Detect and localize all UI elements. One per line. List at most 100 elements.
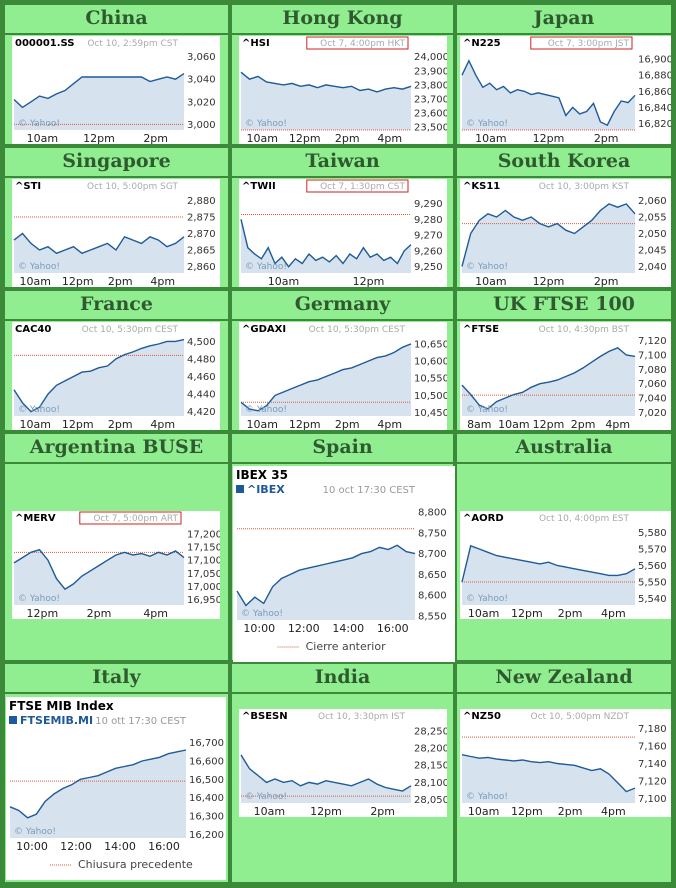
y-tick-label: 8,800 [418, 508, 447, 519]
y-tick-label: 8,650 [418, 570, 447, 581]
y-tick-label: 3,060 [187, 52, 216, 63]
region-title: Japan [533, 7, 595, 29]
chart-svg: 000001.SS Oct 10, 2:59pm CST 3,060 3,040 3,0… [12, 36, 220, 144]
y-tick-label: 9,260 [414, 246, 443, 257]
y-tick-label: 7,080 [638, 365, 667, 376]
x-tick-label: 4pm [605, 418, 630, 430]
price-line [9, 749, 187, 819]
x-tick-label: 12pm [62, 418, 94, 430]
x-tick-label: 16:00 [377, 622, 409, 635]
title-divider [5, 462, 228, 464]
x-tick-label: 2pm [558, 805, 583, 817]
price-line [461, 754, 636, 793]
chart-timestamp: Oct 10, 3:30pm IST [318, 712, 406, 722]
y-tick-label: 28,100 [414, 778, 447, 789]
region-title: South Korea [497, 150, 631, 172]
title-divider [5, 319, 228, 321]
region-title: Singapore [62, 150, 171, 172]
chart-timestamp: Oct 10, 5:30pm CEST [309, 325, 406, 335]
y-tick-label: 2,865 [187, 245, 216, 256]
price-area [241, 343, 411, 416]
timestamp-box [306, 179, 409, 193]
x-tick-label: 4pm [601, 607, 626, 619]
region-title: Australia [515, 436, 613, 458]
price-line [240, 219, 412, 268]
price-line [236, 544, 416, 607]
title-divider [457, 176, 671, 178]
y-tick-label: 10,450 [414, 408, 447, 419]
chart: ^HSI Oct 7, 4:00pm HKT 24,000 23,900 23,800 2… [239, 36, 447, 144]
y-tick-label: 16,600 [189, 757, 224, 768]
y-tick-label: 8,600 [418, 591, 447, 602]
x-tick-label: 10:00 [16, 840, 48, 853]
yahoo-watermark: © Yahoo! [466, 405, 508, 415]
yahoo-watermark: © Yahoo! [245, 792, 287, 802]
x-tick-label: 2pm [108, 418, 133, 430]
y-tick-label: 7,100 [638, 350, 667, 361]
chart-svg: ^STI Oct 10, 5:00pm SGT 2,880 2,875 2,870 2,8… [12, 179, 220, 287]
y-tick-label: 2,040 [638, 262, 667, 273]
yahoo-watermark: © Yahoo! [466, 594, 508, 604]
y-tick-label: 10,650 [414, 339, 447, 350]
x-tick-label: 10am [475, 275, 506, 287]
y-tick-label: 8,550 [418, 611, 447, 622]
chart-timestamp: 10 ott 17:30 CEST [95, 716, 187, 727]
x-tick-label: 10am [468, 805, 499, 817]
price-line [13, 73, 185, 109]
y-tick-label: 16,500 [189, 775, 224, 786]
y-tick-label: 8,700 [418, 549, 447, 560]
y-tick-label: 28,150 [414, 761, 447, 772]
y-tick-label: 7,020 [638, 408, 667, 419]
x-tick-label: 12pm [533, 418, 565, 430]
price-line [461, 203, 636, 267]
yahoo-watermark: © Yahoo! [245, 119, 287, 129]
x-tick-label: 10am [254, 805, 285, 817]
chart-timestamp: Oct 7, 3:00pm JST [548, 39, 630, 49]
y-tick-label: 17,200 [187, 529, 220, 540]
y-tick-label: 2,055 [638, 213, 667, 224]
yahoo-watermark: © Yahoo! [245, 405, 287, 415]
yahoo-watermark: © Yahoo! [18, 262, 60, 272]
price-line [13, 232, 185, 255]
y-tick-label: 16,840 [638, 103, 671, 114]
yahoo-watermark: © Yahoo! [18, 594, 60, 604]
x-tick-label: 12pm [289, 132, 321, 144]
chart-timestamp: Oct 10, 4:00pm EST [539, 514, 630, 524]
price-area [241, 72, 411, 130]
price-line [461, 346, 636, 410]
region-title: China [85, 7, 148, 29]
y-tick-label: 17,100 [187, 556, 220, 567]
y-tick-label: 17,150 [187, 543, 220, 554]
series-swatch [9, 716, 17, 724]
y-tick-label: 3,000 [187, 120, 216, 131]
y-tick-label: 2,060 [638, 196, 667, 207]
y-tick-label: 4,460 [187, 372, 216, 383]
price-area [462, 347, 635, 416]
y-tick-label: 23,700 [414, 94, 447, 105]
y-tick-label: 8,750 [418, 528, 447, 539]
timestamp-box [530, 36, 633, 50]
chart-timestamp: Oct 7, 1:30pm CST [320, 182, 405, 192]
title-divider [232, 319, 453, 321]
yahoo-watermark: © Yahoo! [14, 827, 56, 837]
chart-svg: CAC40 Oct 10, 5:30pm CEST 4,500 4,480 4,460 4… [12, 322, 220, 430]
price-area [462, 545, 635, 605]
yahoo-watermark: © Yahoo! [466, 792, 508, 802]
y-tick-label: 16,200 [189, 830, 224, 841]
x-tick-label: 10am [247, 418, 278, 430]
price-line [240, 343, 412, 412]
chart: ^N225 Oct 7, 3:00pm JST 16,900 16,880 16,860… [460, 36, 671, 144]
region-title: New Zealand [495, 666, 633, 688]
price-area [14, 233, 184, 273]
x-tick-label: 10:00 [243, 622, 275, 635]
y-tick-label: 2,860 [187, 262, 216, 273]
region-title: Argentina BUSE [29, 436, 204, 458]
chart: ^STI Oct 10, 5:00pm SGT 2,880 2,875 2,870 2,8… [12, 179, 220, 287]
chart-symbol: FTSEMIB.MI [20, 714, 93, 727]
x-tick-label: 2pm [108, 275, 133, 287]
title-divider [5, 176, 228, 178]
chart-svg: ^TWII Oct 7, 1:30pm CST 9,290 9,280 9,270 9,2… [239, 179, 447, 287]
y-tick-label: 7,180 [638, 724, 667, 735]
chart: IBEX 35 ^IBEX 10 oct 17:30 CEST 8,800 8,750 8… [233, 466, 455, 662]
